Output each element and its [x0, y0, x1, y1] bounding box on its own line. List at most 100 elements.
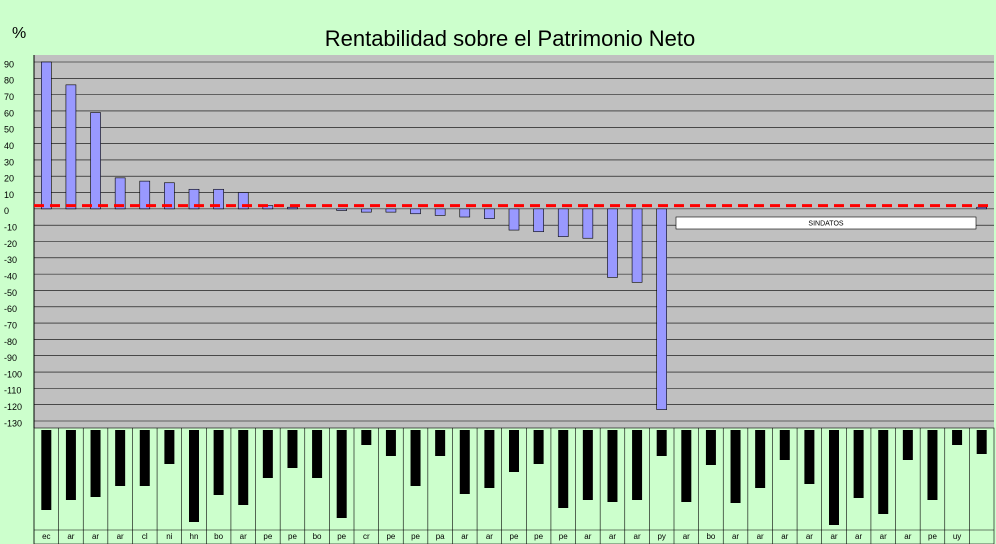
x-tick-label: ar [806, 532, 813, 541]
y-tick-label: -30 [4, 255, 17, 265]
lower-bar [65, 430, 76, 500]
lower-bar [779, 430, 790, 460]
y-tick-label: -100 [4, 369, 22, 379]
y-tick-label: -20 [4, 239, 17, 249]
y-tick-label: 50 [4, 125, 14, 135]
bar [582, 208, 594, 239]
lower-bar [189, 430, 199, 522]
bar [139, 180, 151, 210]
bar [607, 208, 618, 278]
lower-bar [755, 430, 766, 488]
lower-bar [976, 430, 987, 454]
x-tick-label: ar [461, 532, 468, 541]
lower-bar [385, 430, 396, 456]
lower-bar [607, 430, 618, 502]
x-tick-label: ar [486, 532, 493, 541]
bar [631, 208, 643, 283]
bar [976, 206, 987, 210]
x-tick-label: uy [953, 532, 961, 541]
lower-bar [730, 430, 741, 503]
x-tick-label: ni [166, 532, 172, 541]
y-tick-label: 80 [4, 76, 14, 86]
y-tick-label: -90 [4, 353, 17, 363]
lower-bar [705, 430, 716, 465]
bar [90, 112, 101, 210]
x-tick-label: ar [855, 532, 862, 541]
x-tick-label: cr [363, 532, 370, 541]
x-tick-label: pe [288, 532, 297, 541]
annotation-box [675, 216, 977, 230]
y-tick-label: -40 [4, 272, 17, 282]
lower-bar [533, 430, 544, 464]
x-tick-label: ar [609, 532, 616, 541]
x-tick-label: ar [117, 532, 124, 541]
lower-bar [484, 430, 495, 488]
lower-bar [558, 430, 569, 508]
lower-bar [410, 430, 421, 486]
x-tick-label: ar [584, 532, 591, 541]
bar [188, 188, 200, 210]
x-tick-label: ar [732, 532, 739, 541]
annotation: SINDATOS [808, 220, 843, 227]
x-tick-label: pe [386, 532, 395, 541]
x-tick-label: ar [683, 532, 690, 541]
bar [557, 208, 569, 237]
y-tick-label: 70 [4, 92, 14, 102]
bar [41, 61, 52, 210]
lower-bar [582, 430, 593, 500]
bar [213, 188, 224, 210]
lower-bar [90, 430, 101, 497]
lower-bar [435, 430, 446, 456]
lower-bar [632, 430, 643, 500]
x-tick-label: ar [67, 532, 74, 541]
bar [114, 177, 126, 210]
x-tick-label: ar [240, 532, 247, 541]
bar [164, 182, 175, 210]
x-tick-label: bo [313, 532, 322, 541]
x-tick-label: ar [757, 532, 764, 541]
lower-bar [681, 430, 692, 502]
lower-bar [878, 430, 889, 514]
lower-bar [213, 430, 224, 495]
bar [65, 84, 77, 210]
bar [336, 208, 347, 211]
y-tick-label: 10 [4, 190, 14, 200]
bar [237, 192, 249, 210]
lower-bar [115, 430, 126, 486]
bar [508, 208, 520, 231]
lower-bar [829, 430, 839, 525]
bar [361, 208, 372, 213]
y-tick-label: -120 [4, 402, 22, 412]
x-tick-label: ar [830, 532, 837, 541]
y-tick-label: 60 [4, 108, 14, 118]
x-tick-label: ar [634, 532, 641, 541]
x-tick-label: pe [928, 532, 937, 541]
lower-bar [927, 430, 938, 500]
lower-bar [41, 430, 52, 510]
y-tick-label: 30 [4, 157, 14, 167]
y-axis-title: % [12, 25, 26, 42]
x-tick-label: pe [411, 532, 420, 541]
y-tick-label: 20 [4, 174, 14, 184]
y-tick-label: -80 [4, 337, 17, 347]
x-tick-label: cl [142, 532, 148, 541]
x-tick-label: pa [436, 532, 445, 541]
y-tick-label: 90 [4, 59, 14, 69]
lower-bar [361, 430, 372, 445]
y-tick-label: -50 [4, 288, 17, 298]
y-tick-label: -60 [4, 304, 17, 314]
lower-bar [459, 430, 470, 494]
lower-bar [509, 430, 519, 472]
x-tick-label: ar [92, 532, 99, 541]
bar [533, 208, 544, 233]
y-tick-label: -110 [4, 386, 21, 396]
bar [287, 206, 298, 210]
chart-title: Rentabilidad sobre el Patrimonio Neto [325, 26, 696, 51]
lower-bar [853, 430, 864, 498]
y-tick-label: 40 [4, 141, 14, 151]
x-tick-label: pe [337, 532, 346, 541]
x-tick-label: bo [214, 532, 223, 541]
lower-bar [952, 430, 963, 445]
x-tick-label: py [657, 532, 665, 541]
lower-bar [164, 430, 175, 464]
